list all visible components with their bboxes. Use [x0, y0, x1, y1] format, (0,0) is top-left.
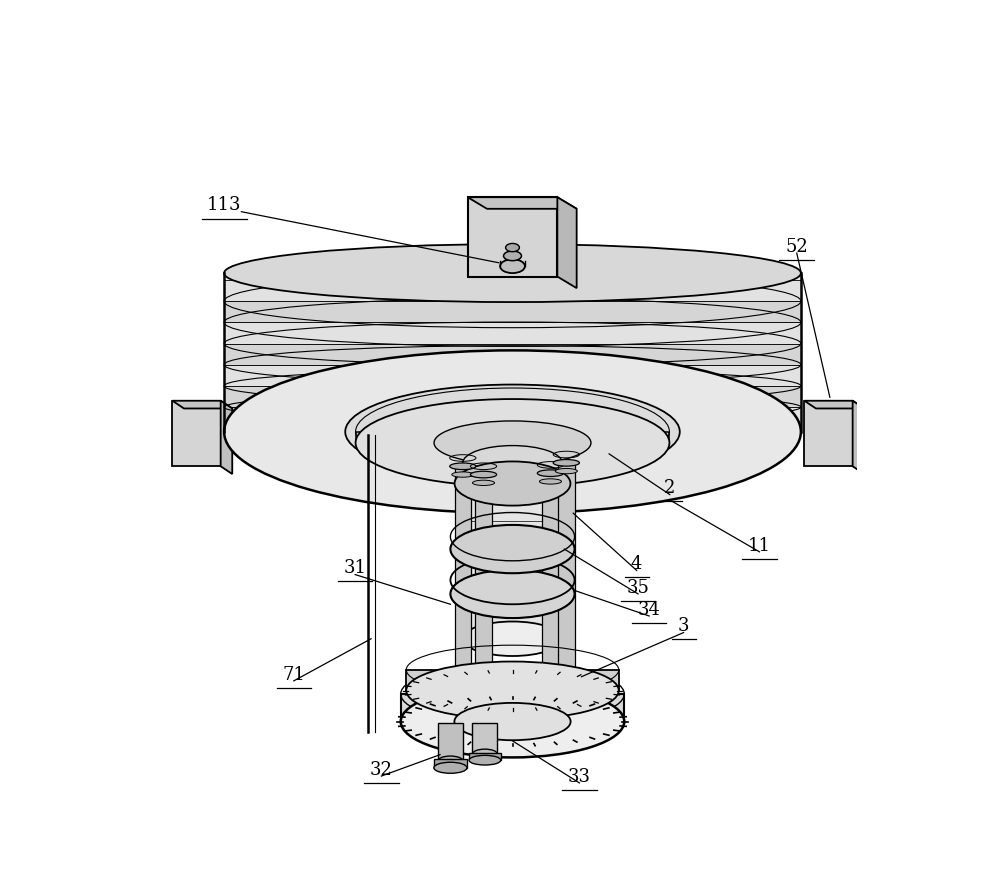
Ellipse shape [434, 762, 467, 773]
Polygon shape [475, 475, 492, 706]
Ellipse shape [345, 384, 680, 479]
Text: 3: 3 [678, 617, 689, 635]
Polygon shape [557, 197, 577, 289]
Ellipse shape [450, 525, 575, 573]
Ellipse shape [504, 251, 521, 261]
Ellipse shape [553, 460, 579, 466]
Ellipse shape [537, 470, 564, 477]
Ellipse shape [472, 749, 497, 759]
Text: 32: 32 [370, 761, 393, 779]
Text: 33: 33 [568, 768, 591, 786]
Polygon shape [434, 760, 467, 768]
Polygon shape [224, 365, 801, 386]
Ellipse shape [356, 399, 669, 487]
Ellipse shape [472, 480, 495, 486]
Ellipse shape [455, 694, 471, 701]
Polygon shape [224, 280, 801, 301]
Text: 52: 52 [785, 237, 808, 256]
Ellipse shape [403, 401, 622, 462]
Text: 113: 113 [207, 196, 241, 214]
Polygon shape [224, 301, 801, 323]
Polygon shape [224, 407, 801, 428]
Ellipse shape [469, 755, 501, 765]
Polygon shape [463, 463, 562, 639]
Polygon shape [468, 197, 557, 277]
Polygon shape [172, 401, 221, 466]
Polygon shape [224, 386, 801, 407]
Text: 34: 34 [638, 601, 661, 619]
Text: 71: 71 [282, 666, 305, 684]
Ellipse shape [450, 463, 476, 470]
Ellipse shape [558, 691, 575, 697]
Ellipse shape [224, 244, 801, 302]
Ellipse shape [539, 478, 561, 484]
Polygon shape [853, 401, 864, 474]
Polygon shape [224, 343, 801, 365]
Ellipse shape [401, 685, 624, 757]
Ellipse shape [455, 461, 570, 505]
Ellipse shape [542, 702, 559, 708]
Text: 31: 31 [344, 559, 367, 577]
Polygon shape [224, 323, 801, 343]
Text: 2: 2 [664, 479, 675, 497]
Polygon shape [469, 753, 501, 760]
Ellipse shape [500, 259, 525, 273]
Ellipse shape [555, 469, 577, 474]
Ellipse shape [438, 756, 463, 766]
Ellipse shape [475, 702, 492, 709]
Polygon shape [438, 723, 463, 761]
Polygon shape [558, 463, 575, 694]
Ellipse shape [454, 702, 571, 740]
Polygon shape [468, 197, 577, 209]
Ellipse shape [450, 570, 575, 618]
Polygon shape [406, 670, 619, 691]
Polygon shape [542, 473, 559, 704]
Ellipse shape [434, 421, 591, 465]
Polygon shape [224, 273, 801, 432]
Ellipse shape [224, 350, 801, 513]
Ellipse shape [463, 622, 562, 656]
Ellipse shape [452, 472, 474, 478]
Polygon shape [472, 723, 497, 754]
Polygon shape [172, 401, 232, 409]
Ellipse shape [864, 430, 876, 437]
Ellipse shape [406, 661, 619, 719]
Polygon shape [221, 401, 232, 474]
Ellipse shape [463, 445, 562, 480]
Polygon shape [455, 466, 471, 697]
Polygon shape [804, 401, 853, 466]
Polygon shape [804, 401, 864, 409]
Text: 35: 35 [627, 579, 650, 597]
Polygon shape [401, 694, 624, 721]
Text: 11: 11 [748, 537, 771, 555]
Ellipse shape [470, 471, 497, 478]
Polygon shape [356, 432, 669, 443]
Ellipse shape [506, 244, 519, 252]
Text: 4: 4 [631, 556, 642, 573]
